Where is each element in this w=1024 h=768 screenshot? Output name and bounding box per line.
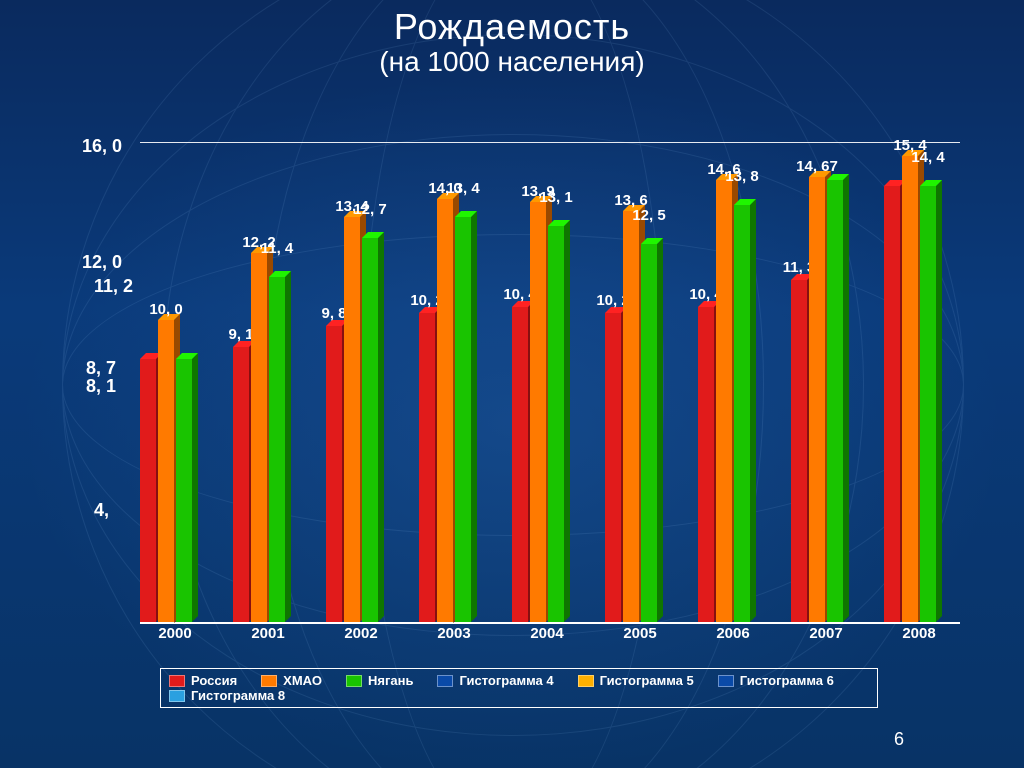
bar [902, 156, 918, 622]
x-category-label: 2007 [791, 625, 861, 642]
legend-swatch [346, 675, 362, 687]
legend-swatch [718, 675, 734, 687]
bar [641, 244, 657, 622]
bar-value-label: 11, 4 [261, 240, 294, 257]
legend-item: Гистограмма 5 [578, 673, 694, 688]
bar-value-label: 12, 7 [353, 201, 386, 218]
legend-item: Гистограмма 4 [437, 673, 553, 688]
bar-value-label: 9, 8 [321, 305, 346, 322]
legend-item: Россия [169, 673, 237, 688]
topline [140, 142, 960, 143]
ytick-16: 16, 0 [82, 136, 122, 157]
bar [455, 217, 471, 622]
legend-item: Нягань [346, 673, 413, 688]
bar [362, 238, 378, 622]
legend-label: Нягань [368, 673, 413, 688]
bar-value-label: 13, 1 [539, 189, 572, 206]
bar-value-label: 10, 0 [149, 301, 182, 318]
bar-value-label: 13, 8 [725, 168, 758, 185]
birthrate-chart: 16, 0 12, 0 11, 2 8, 7 8, 1 4, 10, 02000… [70, 140, 970, 640]
bar [326, 326, 342, 622]
legend-swatch [578, 675, 594, 687]
bar [884, 186, 900, 622]
legend-item: ХМАО [261, 673, 322, 688]
bar [530, 202, 546, 622]
bar-value-label: 12, 5 [632, 207, 665, 224]
x-category-label: 2001 [233, 625, 303, 642]
x-category-label: 2003 [419, 625, 489, 642]
legend-swatch [169, 690, 185, 702]
bar [698, 307, 714, 622]
bar [809, 177, 825, 622]
ytick-12: 12, 0 [82, 252, 122, 273]
ytick-8-1: 8, 1 [86, 376, 116, 397]
bar [734, 205, 750, 622]
bar [251, 253, 267, 622]
bar [623, 211, 639, 622]
x-category-label: 2005 [605, 625, 675, 642]
x-category-label: 2000 [140, 625, 210, 642]
bar [437, 199, 453, 623]
bar [605, 313, 621, 622]
x-category-label: 2006 [698, 625, 768, 642]
bar [716, 180, 732, 622]
legend-label: Гистограмма 4 [459, 673, 553, 688]
legend-item: Гистограмма 8 [169, 688, 285, 703]
bar-value-label: 9, 1 [228, 326, 253, 343]
bar [548, 226, 564, 622]
legend-label: Россия [191, 673, 237, 688]
plot-area: 10, 020009, 112, 211, 420019, 813, 412, … [140, 140, 960, 640]
bar [512, 307, 528, 622]
bar-value-label: 13, 4 [446, 180, 479, 197]
legend-label: ХМАО [283, 673, 322, 688]
bar-value-label: 14, 67 [796, 158, 838, 175]
bar [419, 313, 435, 622]
bar [791, 280, 807, 622]
legend-swatch [261, 675, 277, 687]
bar [140, 359, 156, 622]
ytick-11-2: 11, 2 [94, 276, 133, 297]
bar [920, 186, 936, 622]
legend-swatch [437, 675, 453, 687]
legend-label: Гистограмма 8 [191, 688, 285, 703]
baseline [140, 622, 960, 624]
bar [158, 320, 174, 623]
x-category-label: 2008 [884, 625, 954, 642]
bar [233, 347, 249, 622]
x-category-label: 2004 [512, 625, 582, 642]
bar [176, 359, 192, 622]
legend: Россия ХМАО Нягань Гистограмма 4 Гистограмма… [160, 668, 878, 708]
bar [269, 277, 285, 622]
legend-label: Гистограмма 6 [740, 673, 834, 688]
legend-swatch [169, 675, 185, 687]
page-number: 6 [894, 729, 904, 750]
slide: Рождаемость (на 1000 населения) 16, 0 12… [0, 0, 1024, 768]
legend-label: Гистограмма 5 [600, 673, 694, 688]
bar [827, 180, 843, 622]
bar [344, 217, 360, 622]
bar-value-label: 14, 4 [911, 149, 944, 166]
legend-item: Гистограмма 6 [718, 673, 834, 688]
x-category-label: 2002 [326, 625, 396, 642]
ytick-4: 4, [94, 500, 109, 521]
